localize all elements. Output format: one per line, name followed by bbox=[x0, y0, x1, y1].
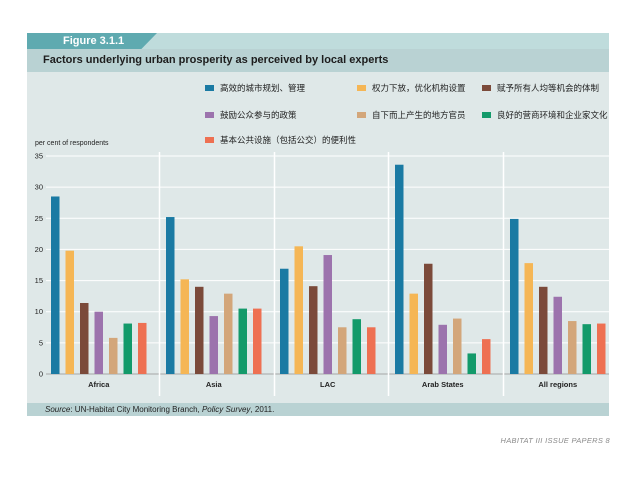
legend-label: 良好的营商环境和企业家文化 bbox=[497, 110, 608, 120]
y-tick-label: 5 bbox=[39, 338, 43, 347]
bar bbox=[109, 337, 118, 374]
legend-swatch bbox=[205, 85, 214, 91]
x-tick-label: Africa bbox=[88, 380, 110, 389]
bar bbox=[209, 316, 218, 374]
source-label: Source bbox=[45, 405, 71, 414]
bar bbox=[409, 293, 418, 374]
y-tick-label: 10 bbox=[35, 307, 43, 316]
legend-label: 自下而上产生的地方官员 bbox=[372, 110, 466, 120]
bar bbox=[568, 321, 577, 374]
y-tick-label: 35 bbox=[35, 152, 43, 161]
bar bbox=[395, 164, 404, 374]
bar bbox=[424, 263, 433, 374]
source-note: Source: UN-Habitat City Monitoring Branc… bbox=[27, 403, 609, 416]
legend-label: 鼓励公众参与的政策 bbox=[220, 110, 297, 120]
bar bbox=[94, 311, 103, 374]
legend-swatch bbox=[205, 112, 214, 118]
chart-title: Factors underlying urban prosperity as p… bbox=[43, 54, 389, 66]
bar bbox=[510, 218, 519, 374]
legend-swatch bbox=[205, 137, 214, 143]
x-tick-label: Asia bbox=[206, 380, 223, 389]
bar bbox=[539, 286, 548, 374]
x-tick-label: All regions bbox=[538, 380, 577, 389]
x-tick-label: LAC bbox=[320, 380, 336, 389]
bar bbox=[453, 318, 462, 374]
bar bbox=[367, 327, 376, 374]
bar bbox=[294, 246, 303, 374]
bar bbox=[323, 255, 332, 374]
chart-panel: Factors underlying urban prosperity as p… bbox=[27, 49, 609, 403]
legend-label: 高效的城市规划、管理 bbox=[220, 83, 306, 93]
bar bbox=[224, 293, 233, 374]
bar bbox=[524, 263, 533, 374]
bar bbox=[438, 324, 447, 374]
figure-tab-bar: Figure 3.1.1 bbox=[27, 33, 609, 49]
bar bbox=[553, 296, 562, 374]
bar bbox=[238, 308, 247, 374]
bar bbox=[253, 308, 262, 374]
legend-swatch bbox=[357, 85, 366, 91]
legend-swatch bbox=[357, 112, 366, 118]
bar bbox=[166, 217, 175, 374]
source-italic: Policy Survey bbox=[201, 405, 251, 414]
y-tick-label: 25 bbox=[35, 214, 43, 223]
bar bbox=[138, 322, 147, 374]
y-tick-label: 20 bbox=[35, 245, 43, 254]
bar bbox=[338, 327, 347, 374]
bar-chart: per cent of respondents 0 5 10 15 20 25 30 35 Afr… bbox=[35, 140, 609, 396]
bar bbox=[180, 279, 189, 374]
bar bbox=[482, 339, 491, 374]
bar bbox=[309, 286, 318, 374]
source-text: : UN-Habitat City Monitoring Branch, bbox=[70, 405, 202, 414]
legend-label: 赋予所有人均等机会的体制 bbox=[497, 83, 600, 93]
bar bbox=[582, 324, 591, 374]
bar bbox=[123, 323, 132, 374]
bar bbox=[195, 286, 204, 374]
bar bbox=[80, 302, 89, 374]
bar bbox=[65, 250, 74, 374]
bar bbox=[352, 319, 361, 374]
legend-swatch bbox=[482, 85, 491, 91]
bar bbox=[597, 323, 606, 374]
bar bbox=[280, 268, 289, 374]
bar bbox=[467, 353, 476, 374]
bar bbox=[51, 196, 60, 374]
y-tick-label: 0 bbox=[39, 370, 43, 379]
y-tick-label: 30 bbox=[35, 183, 43, 192]
x-tick-label: Arab States bbox=[422, 380, 464, 389]
source-suffix: , 2011. bbox=[250, 405, 275, 414]
legend-label: 权力下放，优化机构设置 bbox=[372, 83, 466, 93]
legend-swatch bbox=[482, 112, 491, 118]
footer-text: HABITAT III ISSUE PAPERS 8 bbox=[500, 436, 610, 445]
legend-label: 基本公共设施（包括公交）的便利性 bbox=[220, 135, 357, 145]
figure-label: Figure 3.1.1 bbox=[27, 33, 157, 49]
y-tick-label: 15 bbox=[35, 276, 43, 285]
chart-title-band: Factors underlying urban prosperity as p… bbox=[27, 49, 609, 72]
y-axis-label: per cent of respondents bbox=[35, 140, 109, 147]
